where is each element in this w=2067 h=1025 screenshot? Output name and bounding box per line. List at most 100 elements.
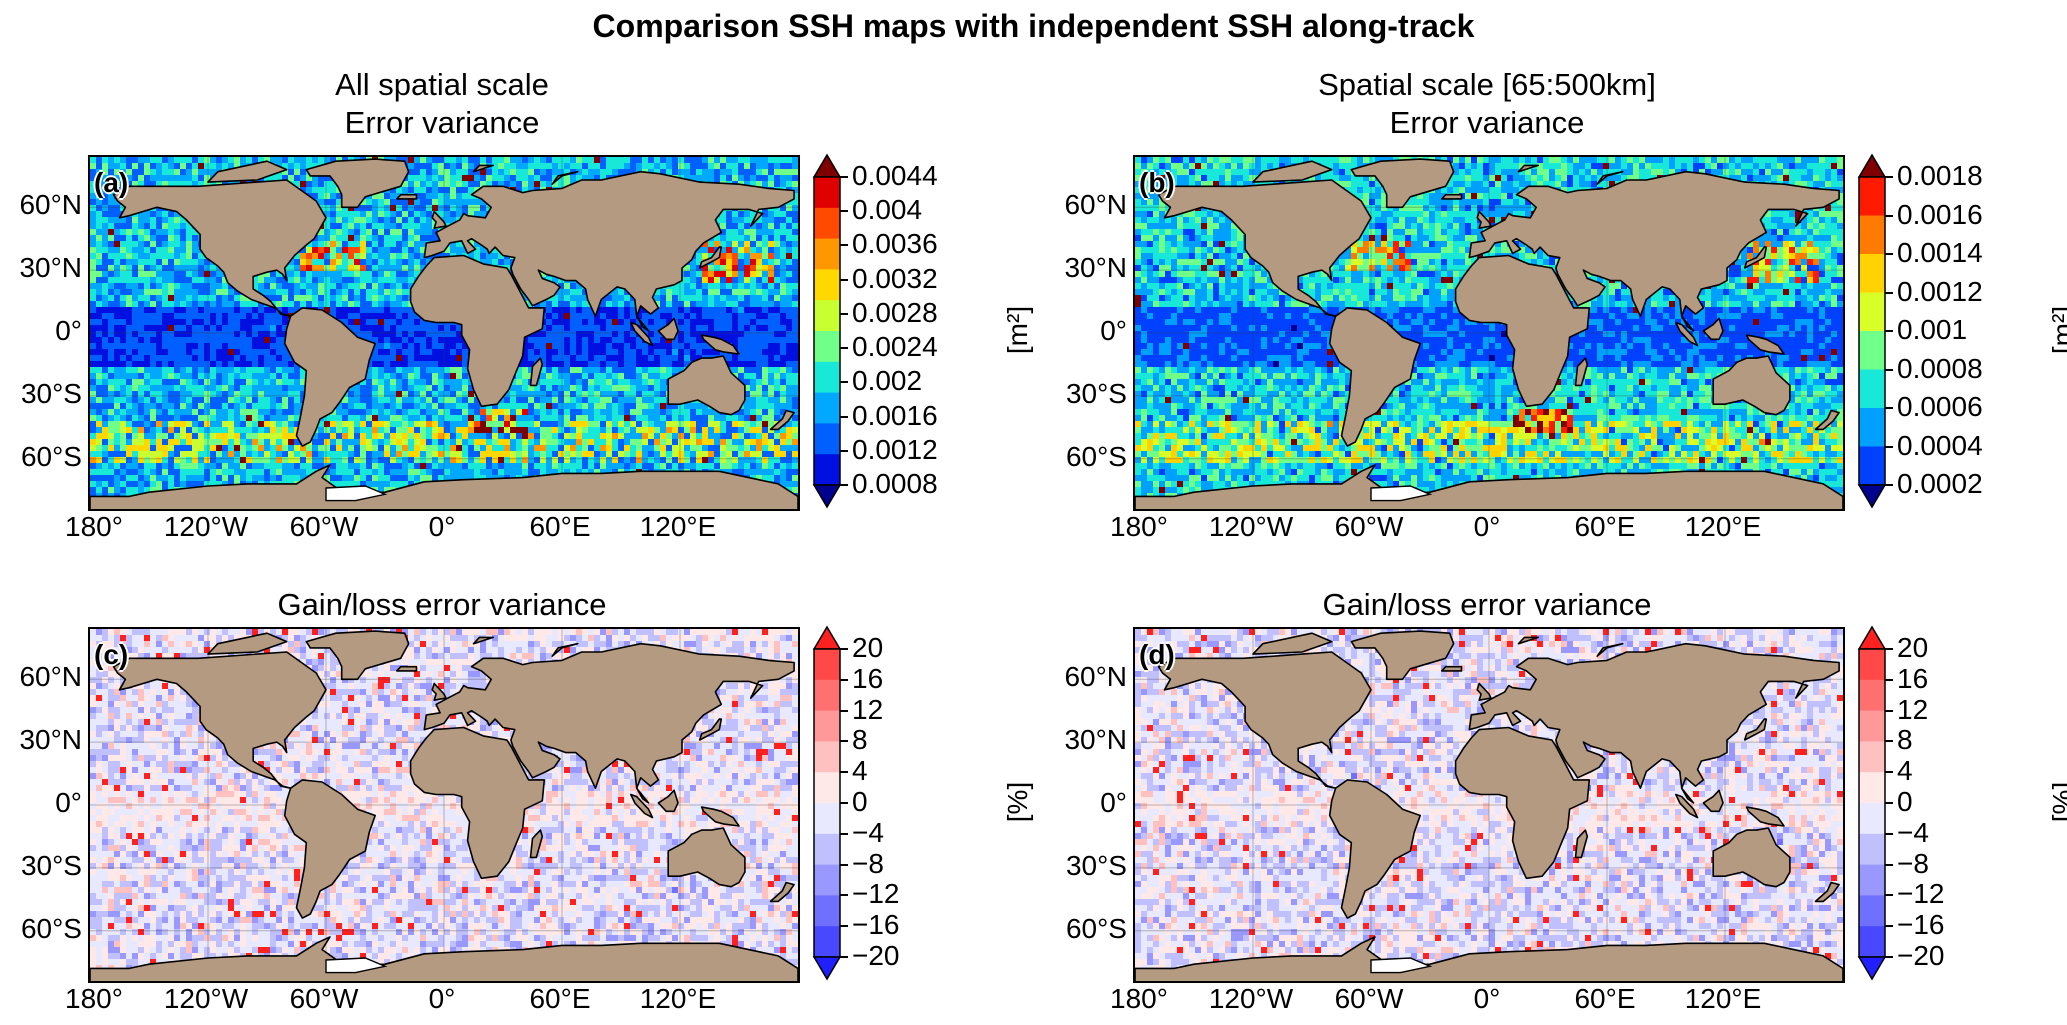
lat-label: 30°S: [1047, 850, 1127, 882]
colorbar-tick-label: 16: [1897, 663, 1928, 695]
colorbar-tick-mark: [840, 381, 848, 383]
lon-label: 180°: [34, 983, 154, 1015]
colorbar-extend-max: [814, 155, 840, 177]
colorbar-tick-mark: [1885, 292, 1893, 294]
colorbar-tick-mark: [1885, 771, 1893, 773]
lon-label: 120°E: [1663, 983, 1783, 1015]
lat-label: 30°S: [2, 850, 82, 882]
lon-label: 120°W: [1191, 511, 1311, 543]
colorbar-segment: [814, 711, 840, 742]
lat-label: 60°N: [1047, 189, 1127, 221]
colorbar-tick-label: 0.0024: [852, 331, 938, 363]
colorbar-segment: [1859, 711, 1885, 742]
colorbar-tick-label: −4: [852, 817, 884, 849]
colorbar-tick-label: −8: [852, 848, 884, 880]
panel-title-line1: Spatial scale [65:500km]: [1113, 66, 1861, 104]
colorbar-tick-label: 12: [852, 694, 883, 726]
colorbar-tick-label: 16: [852, 663, 883, 695]
colorbar-tick-mark: [840, 771, 848, 773]
colorbar-tick-label: −16: [1897, 909, 1945, 941]
colorbar-tick-mark: [1885, 679, 1893, 681]
colorbar-tick-mark: [1885, 484, 1893, 486]
colorbar-tick-mark: [840, 648, 848, 650]
colorbar-segment: [814, 865, 840, 896]
panel-title-line1: Gain/loss error variance: [1113, 586, 1861, 624]
lon-label: 120°W: [146, 983, 266, 1015]
colorbar-unit: [%]: [1002, 742, 1034, 862]
panel-title-line1: Gain/loss error variance: [68, 586, 816, 624]
lon-label: 60°W: [1309, 983, 1429, 1015]
lon-label: 120°W: [1191, 983, 1311, 1015]
colorbar-tick-mark: [1885, 956, 1893, 958]
panel-title-line2: Error variance: [1113, 104, 1861, 142]
colorbar-segment: [1859, 293, 1885, 332]
colorbar-tick-label: 0.0018: [1897, 160, 1983, 192]
colorbar-segment: [1859, 216, 1885, 255]
lat-label: 0°: [1047, 787, 1127, 819]
colorbar-tick-mark: [1885, 925, 1893, 927]
colorbar-segment: [814, 269, 840, 300]
panel-title-b: Spatial scale [65:500km] Error variance: [1113, 66, 1861, 142]
colorbar-tick-label: 0.0016: [852, 400, 938, 432]
lon-label: 60°E: [1545, 511, 1665, 543]
lon-label: 60°E: [500, 511, 620, 543]
lon-label: 180°: [1079, 983, 1199, 1015]
colorbar-tick-mark: [840, 416, 848, 418]
colorbar-extend-max: [1859, 155, 1885, 177]
colorbar-tick-mark: [1885, 446, 1893, 448]
lat-label: 60°N: [1047, 661, 1127, 693]
lat-label: 60°S: [1047, 913, 1127, 945]
colorbar-tick-label: −20: [1897, 940, 1945, 972]
colorbar-tick-label: −12: [1897, 878, 1945, 910]
colorbar-tick-label: 0.0014: [1897, 237, 1983, 269]
panel-title-c: Gain/loss error variance: [68, 586, 816, 624]
colorbar-c: [812, 625, 842, 981]
colorbar-segment: [1859, 649, 1885, 680]
colorbar-tick-mark: [1885, 369, 1893, 371]
lon-label: 0°: [382, 511, 502, 543]
colorbar-segment: [814, 208, 840, 239]
colorbar-tick-mark: [840, 894, 848, 896]
colorbar-segment: [814, 834, 840, 865]
colorbar-tick-label: 8: [1897, 724, 1913, 756]
lon-label: 180°: [1079, 511, 1199, 543]
colorbar-tick-mark: [840, 710, 848, 712]
lat-label: 60°S: [1047, 441, 1127, 473]
colorbar-tick-label: 4: [1897, 755, 1913, 787]
colorbar-b: [1857, 153, 1887, 509]
panel-title-d: Gain/loss error variance: [1113, 586, 1861, 624]
colorbar-tick-mark: [840, 740, 848, 742]
colorbar-extend-min: [814, 485, 840, 507]
colorbar-segment: [1859, 803, 1885, 834]
colorbar-tick-mark: [840, 176, 848, 178]
colorbar-tick-mark: [1885, 648, 1893, 650]
lon-label: 180°: [34, 511, 154, 543]
panel-title-line1: All spatial scale: [68, 66, 816, 104]
colorbar-a: [812, 153, 842, 509]
colorbar-tick-label: 0.0012: [852, 434, 938, 466]
figure-title: Comparison SSH maps with independent SSH…: [0, 8, 2067, 45]
lon-label: 60°W: [264, 511, 384, 543]
colorbar-tick-mark: [840, 347, 848, 349]
colorbar-tick-mark: [840, 313, 848, 315]
lon-label: 60°W: [264, 983, 384, 1015]
colorbar-segment: [1859, 331, 1885, 370]
colorbar-tick-mark: [1885, 330, 1893, 332]
lon-label: 120°W: [146, 511, 266, 543]
colorbar-segment: [814, 362, 840, 393]
colorbar-tick-label: 0.0016: [1897, 199, 1983, 231]
colorbar-tick-label: 0.0036: [852, 228, 938, 260]
colorbar-extend-max: [814, 627, 840, 649]
colorbar-segment: [1859, 447, 1885, 486]
colorbar-tick-mark: [1885, 894, 1893, 896]
lat-label: 30°N: [2, 252, 82, 284]
colorbar-tick-label: 0: [852, 786, 868, 818]
colorbar-tick-mark: [840, 679, 848, 681]
colorbar-tick-mark: [840, 279, 848, 281]
colorbar-segment: [1859, 680, 1885, 711]
lat-label: 0°: [2, 787, 82, 819]
colorbar-segment: [1859, 741, 1885, 772]
colorbar-tick-label: 0.0012: [1897, 276, 1983, 308]
lat-label: 60°N: [2, 661, 82, 693]
colorbar-segment: [1859, 895, 1885, 926]
